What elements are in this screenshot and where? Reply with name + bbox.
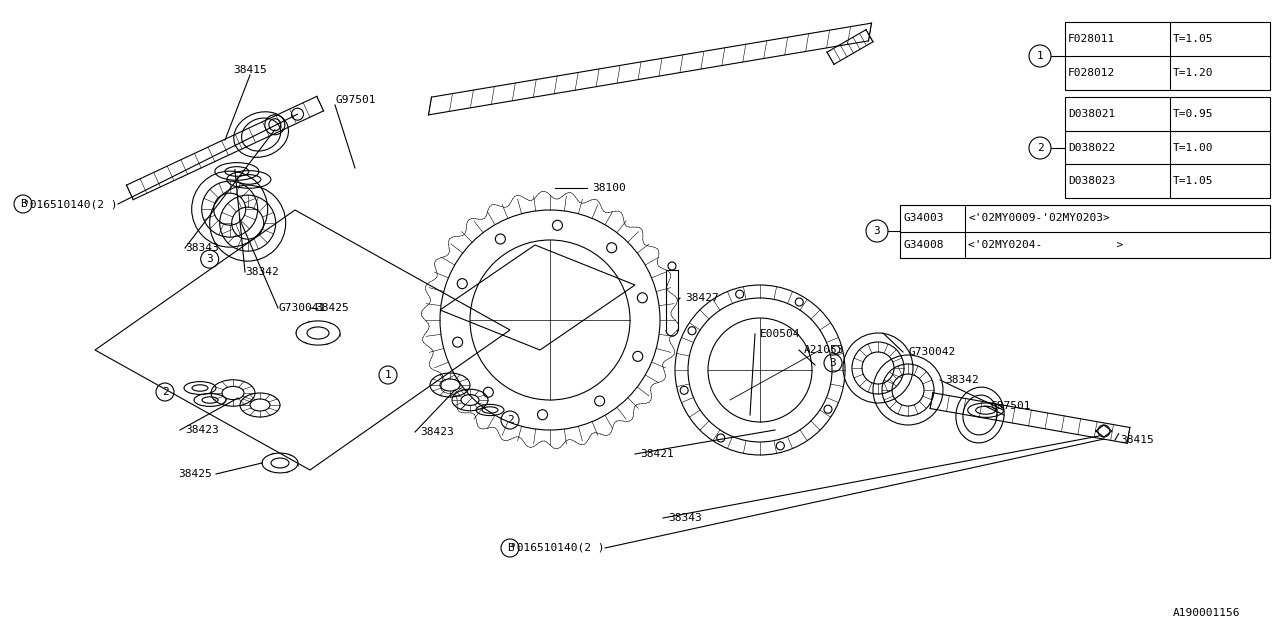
Text: 38425: 38425 bbox=[315, 303, 348, 313]
Text: G34003: G34003 bbox=[902, 213, 943, 223]
Text: G730042: G730042 bbox=[908, 347, 955, 357]
Text: T=1.05: T=1.05 bbox=[1172, 34, 1213, 44]
Text: A21053: A21053 bbox=[804, 345, 845, 355]
Text: 38343: 38343 bbox=[668, 513, 701, 523]
Text: G730041: G730041 bbox=[278, 303, 325, 313]
Text: T=1.20: T=1.20 bbox=[1172, 68, 1213, 78]
Bar bbox=[1065, 22, 1270, 90]
Text: 38342: 38342 bbox=[244, 267, 279, 277]
Text: F028011: F028011 bbox=[1068, 34, 1115, 44]
Text: D038023: D038023 bbox=[1068, 176, 1115, 186]
Text: F028012: F028012 bbox=[1068, 68, 1115, 78]
Text: °016510140(2 ): °016510140(2 ) bbox=[509, 543, 604, 553]
Text: 1: 1 bbox=[384, 370, 392, 380]
Text: T=1.00: T=1.00 bbox=[1172, 143, 1213, 152]
Text: D038022: D038022 bbox=[1068, 143, 1115, 152]
Text: 38343: 38343 bbox=[186, 243, 219, 253]
Text: D038021: D038021 bbox=[1068, 109, 1115, 119]
Text: B: B bbox=[507, 543, 513, 553]
Text: 38427: 38427 bbox=[685, 293, 719, 303]
Text: T=0.95: T=0.95 bbox=[1172, 109, 1213, 119]
Text: T=1.05: T=1.05 bbox=[1172, 176, 1213, 186]
Text: 3: 3 bbox=[206, 254, 212, 264]
Text: E00504: E00504 bbox=[760, 329, 800, 339]
Text: 2: 2 bbox=[1037, 143, 1043, 153]
Text: G97501: G97501 bbox=[989, 401, 1030, 411]
Text: °016510140(2 ): °016510140(2 ) bbox=[23, 199, 118, 209]
Text: 38342: 38342 bbox=[945, 375, 979, 385]
Text: 38423: 38423 bbox=[420, 427, 453, 437]
Bar bbox=[900, 205, 1270, 258]
Text: 2: 2 bbox=[161, 387, 169, 397]
Text: G34008: G34008 bbox=[902, 240, 943, 250]
Text: 38421: 38421 bbox=[640, 449, 673, 459]
Text: A190001156: A190001156 bbox=[1172, 608, 1240, 618]
Text: 3: 3 bbox=[874, 226, 881, 236]
Text: 38415: 38415 bbox=[1120, 435, 1153, 445]
Text: <'02MY0204-           >: <'02MY0204- > bbox=[968, 240, 1124, 250]
Text: <'02MY0009-'02MY0203>: <'02MY0009-'02MY0203> bbox=[968, 213, 1110, 223]
Text: 38100: 38100 bbox=[593, 183, 626, 193]
Text: B: B bbox=[19, 199, 27, 209]
Bar bbox=[1065, 97, 1270, 198]
Text: 38415: 38415 bbox=[233, 65, 266, 75]
Text: 1: 1 bbox=[1037, 51, 1043, 61]
Text: 38425: 38425 bbox=[178, 469, 211, 479]
Text: 38423: 38423 bbox=[186, 425, 219, 435]
Text: G97501: G97501 bbox=[335, 95, 375, 105]
Text: 3: 3 bbox=[829, 358, 836, 368]
Text: 2: 2 bbox=[507, 415, 513, 425]
